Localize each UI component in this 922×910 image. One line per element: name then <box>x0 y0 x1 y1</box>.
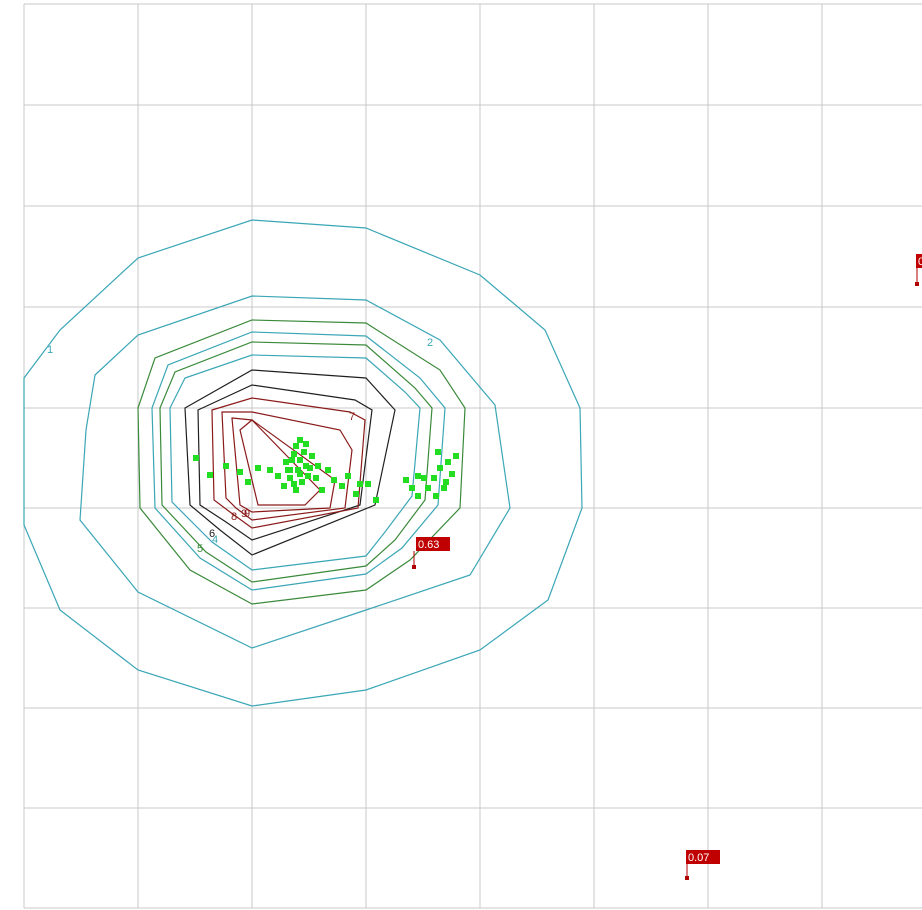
data-point-33 <box>309 453 315 459</box>
sensor-label-1: 0.07 <box>688 852 709 864</box>
contour-line-11 <box>239 419 321 506</box>
data-point-38 <box>305 473 311 479</box>
contour-line-5 <box>169 354 421 571</box>
data-point-46 <box>443 479 449 485</box>
data-point-32 <box>303 441 309 447</box>
data-point-15 <box>303 463 309 469</box>
data-point-50 <box>431 475 437 481</box>
contour-line-8 <box>211 397 366 529</box>
contour-label-9: 9 <box>244 508 250 520</box>
sensor-label-bg-2 <box>916 254 922 268</box>
data-point-25 <box>339 483 345 489</box>
sensor-markers: 0.63 0.07 0 <box>412 254 922 880</box>
contour-line-6 <box>184 369 396 556</box>
data-point-23 <box>325 467 331 473</box>
contour-line-9 <box>221 411 353 521</box>
data-point-4 <box>245 479 251 485</box>
data-point-7 <box>275 473 281 479</box>
data-point-41 <box>409 485 415 491</box>
contour-line-7 <box>197 384 373 541</box>
contour-line-4 <box>159 341 433 583</box>
contour-label-8: 8 <box>231 511 237 523</box>
data-point-17 <box>293 487 299 493</box>
data-point-21 <box>313 475 319 481</box>
green-points <box>193 437 459 503</box>
data-point-37 <box>295 467 301 473</box>
data-point-11 <box>293 443 299 449</box>
data-point-1 <box>207 472 213 478</box>
data-point-31 <box>297 437 303 443</box>
data-point-2 <box>223 463 229 469</box>
sensor-dot-2 <box>915 282 919 286</box>
data-point-6 <box>267 467 273 473</box>
data-point-35 <box>289 457 295 463</box>
sensor-dot-1 <box>685 876 689 880</box>
sensor-label-2: 0 <box>918 256 922 268</box>
data-point-52 <box>415 493 421 499</box>
sensor-dot-0 <box>412 565 416 569</box>
data-point-29 <box>365 481 371 487</box>
sensor-label-bg-0 <box>416 537 450 551</box>
data-point-3 <box>237 469 243 475</box>
data-point-22 <box>319 487 325 493</box>
data-point-45 <box>437 465 443 471</box>
contour-label-2: 2 <box>427 337 433 349</box>
data-point-14 <box>301 449 307 455</box>
contour-label-9: 9 <box>241 508 247 520</box>
contour-label-5: 5 <box>197 543 203 555</box>
contour-label-4: 4 <box>212 534 218 546</box>
data-point-27 <box>353 491 359 497</box>
data-point-36 <box>285 467 291 473</box>
contour-label-7: 7 <box>349 411 355 423</box>
contour-label-6: 6 <box>209 528 215 540</box>
data-point-26 <box>345 473 351 479</box>
contour-line-1 <box>79 295 511 649</box>
data-point-44 <box>433 493 439 499</box>
contour-lines <box>23 219 583 707</box>
data-point-53 <box>441 485 447 491</box>
contour-line-3 <box>151 331 446 591</box>
data-point-24 <box>331 477 337 483</box>
data-point-34 <box>315 463 321 469</box>
data-point-20 <box>307 465 313 471</box>
grid-lines <box>23 3 922 909</box>
data-point-18 <box>287 475 293 481</box>
contour-label-1: 1 <box>47 344 53 356</box>
contour-line-0 <box>23 219 583 707</box>
data-point-39 <box>291 481 297 487</box>
data-point-13 <box>297 471 303 477</box>
data-point-28 <box>357 481 363 487</box>
data-point-51 <box>421 475 427 481</box>
data-point-43 <box>425 485 431 491</box>
sensor-label-bg-1 <box>686 850 720 864</box>
data-point-5 <box>255 465 261 471</box>
data-point-48 <box>445 459 451 465</box>
data-point-47 <box>435 449 441 455</box>
data-point-30 <box>373 497 379 503</box>
data-point-49 <box>453 453 459 459</box>
data-point-10 <box>291 451 297 457</box>
contour-line-2 <box>137 319 466 605</box>
data-point-19 <box>281 483 287 489</box>
data-point-42 <box>415 473 421 479</box>
data-point-54 <box>449 471 455 477</box>
sensor-label-0: 0.63 <box>418 539 439 551</box>
data-point-8 <box>283 459 289 465</box>
data-point-12 <box>297 457 303 463</box>
data-point-16 <box>299 479 305 485</box>
data-point-40 <box>403 477 409 483</box>
data-point-0 <box>193 455 199 461</box>
